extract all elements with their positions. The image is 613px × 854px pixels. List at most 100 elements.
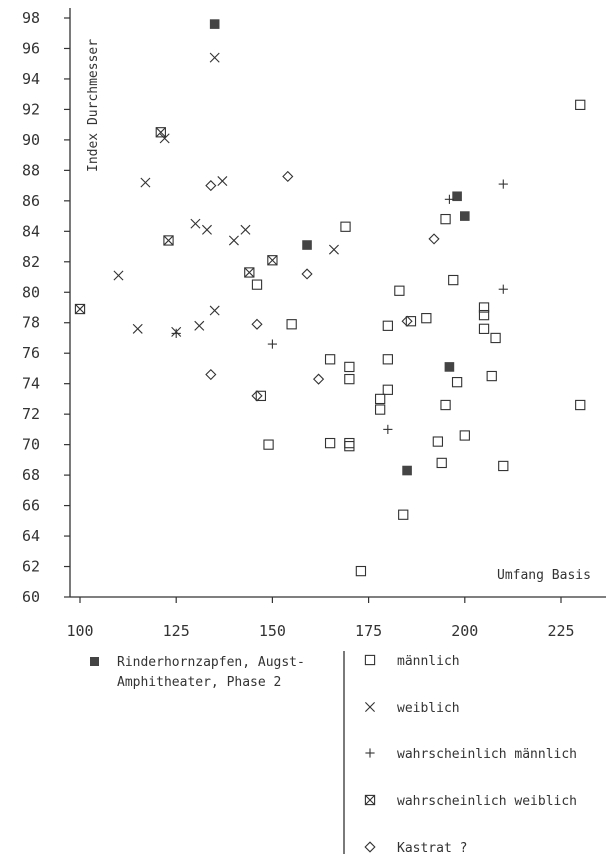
- legend: Rinderhornzapfen, Augst- Amphitheater, P…: [90, 651, 577, 854]
- x-tick-label: 125: [163, 622, 190, 640]
- point-s1-14: [382, 320, 393, 331]
- x-tick-label: 100: [66, 622, 93, 640]
- point-s1-16: [382, 384, 393, 395]
- point-s4-2: [163, 235, 174, 246]
- point-s4-0: [74, 303, 86, 315]
- y-tick-label: 74: [22, 375, 40, 393]
- point-s0-5: [402, 465, 412, 476]
- point-s2-13: [328, 244, 339, 255]
- legend-item-label: wahrscheinlich männlich: [397, 747, 577, 762]
- point-s1-12: [374, 393, 386, 405]
- legend-marker-4: [364, 841, 376, 853]
- axes: [69, 8, 606, 598]
- point-s1-21: [432, 436, 444, 447]
- point-s4-4: [267, 255, 278, 266]
- point-s1-26: [451, 377, 463, 388]
- point-s1-7: [344, 361, 355, 373]
- point-s0-3: [452, 191, 462, 202]
- x-tick-label: 175: [355, 622, 382, 640]
- point-s2-6: [194, 320, 205, 331]
- point-s1-29: [478, 309, 490, 321]
- y-tick-label: 72: [22, 405, 40, 423]
- point-s1-32: [490, 332, 501, 344]
- point-s3-0: [171, 328, 181, 339]
- point-s1-22: [436, 457, 447, 469]
- point-s1-19: [405, 316, 417, 327]
- x-tick-label: 200: [451, 622, 478, 640]
- point-s2-12: [240, 224, 251, 235]
- point-s3-3: [444, 194, 455, 204]
- point-s2-10: [217, 176, 228, 187]
- legend-item-label: wahrscheinlich weiblich: [397, 794, 577, 809]
- point-s1-28: [478, 302, 490, 313]
- point-s5-3: [251, 390, 263, 402]
- point-s1-15: [382, 354, 393, 365]
- point-s1-3: [286, 319, 297, 330]
- legend-items: männlich weiblich wahrscheinlich männlich w…: [364, 654, 577, 854]
- y-tick-label: 88: [22, 161, 40, 179]
- legend-item-label: Kastrat ?: [397, 841, 467, 854]
- point-s1-30: [478, 323, 490, 334]
- point-s1-1: [255, 390, 267, 402]
- point-s0-4: [460, 211, 470, 221]
- x-axis-label: Umfang Basis: [497, 568, 591, 583]
- point-s1-31: [486, 370, 497, 382]
- y-tick-label: 76: [22, 344, 40, 362]
- y-tick-label: 68: [22, 466, 40, 484]
- point-s2-7: [201, 224, 212, 235]
- tick-labels: 60 62 64 66 68 70 72 74 76 78 80 82 84 86 88 90 92 94 96 98…: [22, 9, 575, 640]
- point-s1-17: [394, 285, 405, 296]
- point-s2-3: [159, 133, 170, 144]
- y-tick-label: 92: [22, 100, 40, 118]
- point-s1-24: [440, 399, 451, 411]
- data-points: [74, 19, 586, 577]
- point-s1-11: [355, 565, 367, 577]
- point-s2-2: [140, 177, 151, 188]
- y-tick-label: 86: [22, 192, 40, 210]
- point-s5-7: [401, 315, 413, 327]
- y-tick-label: 80: [22, 283, 40, 301]
- point-s2-9: [209, 305, 220, 316]
- y-tick-label: 90: [22, 131, 40, 149]
- legend-phase2-line1: Rinderhornzapfen, Augst-: [117, 655, 305, 670]
- point-s1-20: [421, 313, 432, 324]
- point-s5-2: [251, 318, 263, 330]
- point-s1-10: [344, 441, 355, 452]
- point-s5-1: [205, 368, 217, 381]
- point-s1-5: [324, 354, 336, 365]
- point-s3-1: [267, 339, 277, 349]
- point-s1-27: [459, 430, 470, 441]
- point-s2-5: [190, 218, 201, 229]
- point-s1-4: [324, 437, 336, 449]
- point-s1-35: [575, 399, 586, 411]
- point-s1-13: [374, 404, 386, 415]
- point-s3-2: [383, 424, 393, 434]
- legend-marker-2: [365, 748, 375, 758]
- point-s1-8: [344, 373, 355, 385]
- y-tick-label: 82: [22, 253, 40, 271]
- point-s2-0: [113, 270, 124, 281]
- point-s5-0: [205, 180, 217, 192]
- point-s1-33: [498, 460, 509, 472]
- legend-marker-1: [365, 702, 375, 712]
- point-s1-23: [440, 213, 451, 225]
- y-tick-label: 60: [22, 588, 40, 606]
- point-s1-18: [398, 509, 409, 520]
- point-s2-11: [228, 235, 239, 246]
- point-s5-5: [301, 268, 313, 280]
- y-tick-label: 70: [22, 436, 40, 454]
- point-s3-4: [498, 179, 508, 189]
- point-s0-2: [444, 362, 455, 372]
- point-s5-8: [428, 233, 440, 245]
- legend-item-label: männlich: [397, 654, 460, 669]
- legend-marker-3: [364, 794, 376, 806]
- point-s3-5: [498, 284, 508, 294]
- point-s5-6: [312, 373, 325, 385]
- point-s1-0: [251, 279, 263, 290]
- point-s5-4: [282, 170, 294, 183]
- y-tick-label: 94: [22, 70, 40, 88]
- y-tick-label: 78: [22, 314, 40, 332]
- point-s1-25: [448, 274, 459, 286]
- point-s2-1: [132, 323, 143, 334]
